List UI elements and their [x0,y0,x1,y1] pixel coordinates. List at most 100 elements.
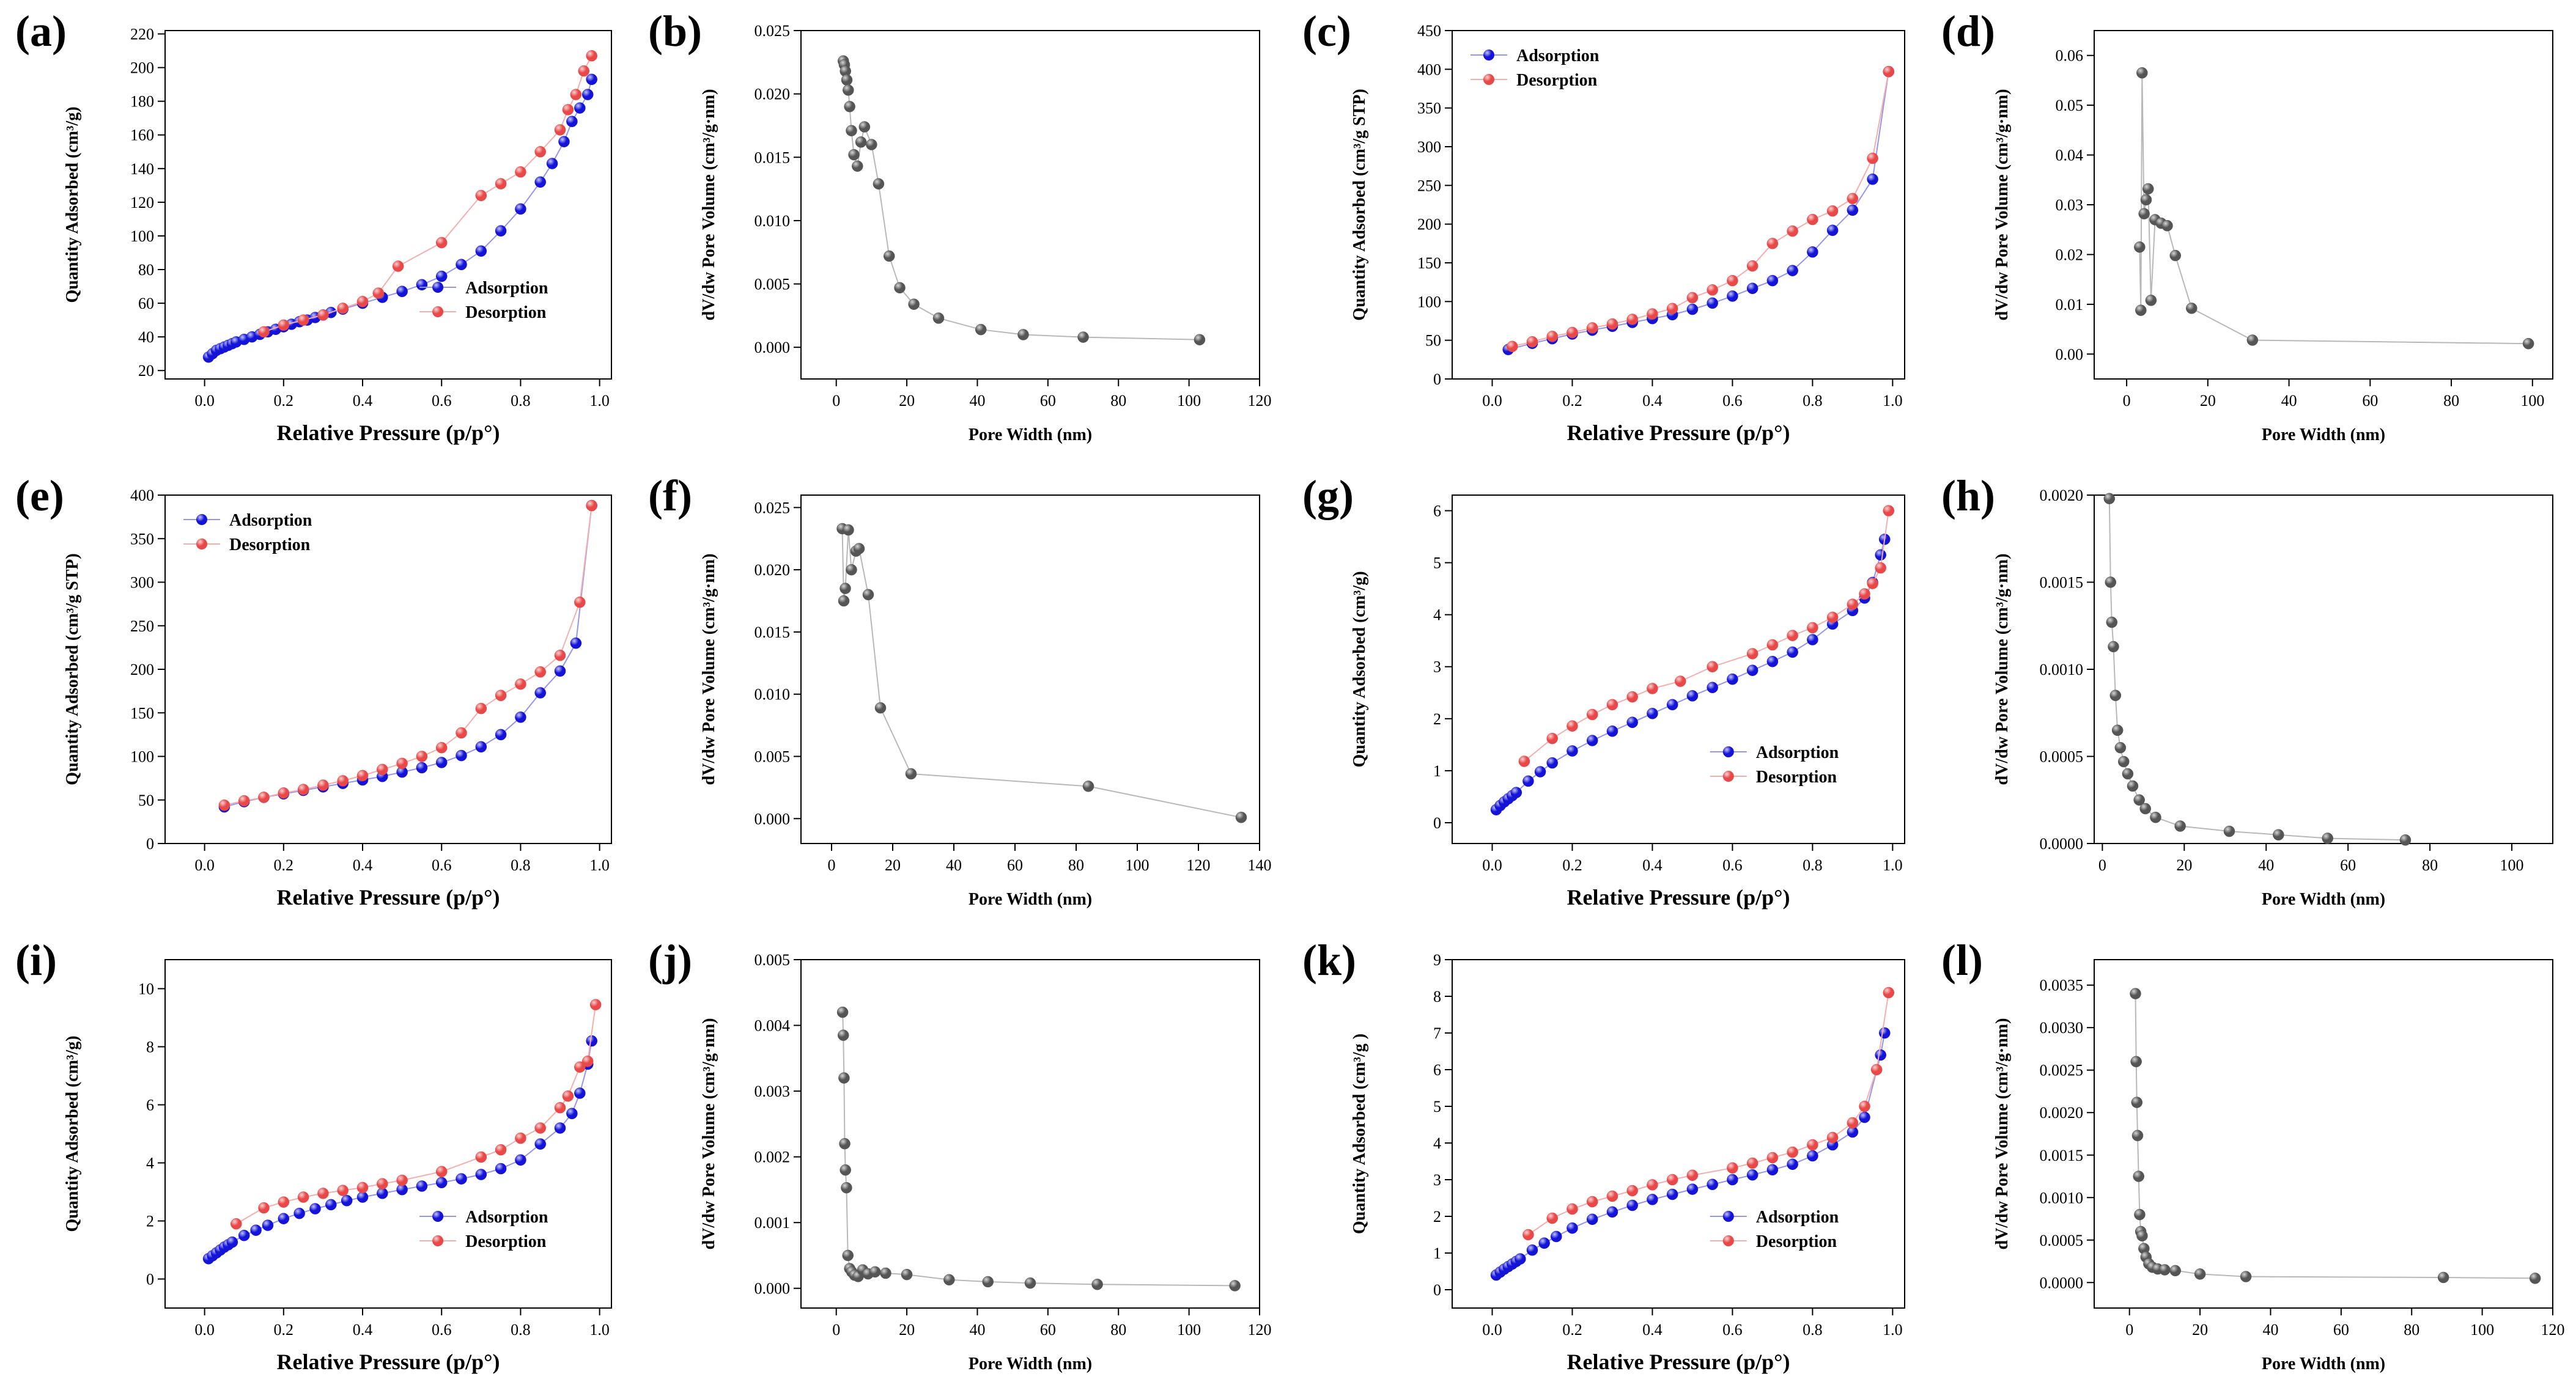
data-point [883,250,895,262]
data-point [839,1138,851,1150]
data-point [1647,1194,1658,1205]
y-tick-label: 20 [138,362,154,380]
legend-label: Desorption [1516,71,1598,90]
data-point [1766,1164,1779,1176]
y-tick-label: 0.004 [755,1017,791,1035]
data-point [1826,1131,1839,1144]
x-tick-label: 40 [969,392,985,410]
data-point [842,1249,854,1262]
series-line-pore [2139,73,2529,345]
x-tick-label: 0.4 [353,856,373,874]
y-tick-label: 0.02 [2056,246,2084,263]
isotherm-chart: 0.0 0.2 0.4 0.6 0.8 1.0 0 50 100 150 200 250 300 350 4… [1350,22,1905,445]
data-point [1746,1157,1759,1169]
data-point [475,189,487,202]
data-point [862,589,874,601]
x-axis-title: Pore Width (nm) [2262,425,2385,444]
data-point [317,779,329,791]
y-tick-label: 0.03 [2056,196,2084,214]
data-point [218,799,231,811]
data-point [2140,194,2152,206]
data-point [534,666,546,678]
y-tick-label: 0.015 [755,623,791,641]
legend-marker [1722,1211,1734,1222]
data-point [1879,1027,1891,1039]
x-tick-label: 100 [2500,856,2524,874]
x-tick-label: 0.8 [1803,856,1823,874]
y-tick-label: 8 [1433,988,1441,1005]
data-point [495,225,507,237]
data-point [1567,326,1578,339]
y-tick-label: 50 [138,792,154,809]
data-point [515,1154,526,1166]
data-point [1766,1152,1779,1164]
data-point [377,1178,388,1189]
data-point [1567,745,1578,757]
data-point [1883,987,1895,999]
x-axis-title: Relative Pressure (p/p°) [276,421,500,445]
data-point [843,524,854,536]
y-tick-label: 0.06 [2056,47,2084,65]
data-point [297,1191,309,1203]
y-tick-label: 1 [1433,762,1441,780]
data-point [1522,775,1534,787]
data-point [1194,334,1206,345]
data-point [554,665,566,677]
data-point [581,89,594,100]
data-point [1787,1158,1798,1171]
x-tick-label: 0 [832,392,840,410]
x-tick-label: 0.0 [194,856,215,874]
data-point [392,260,404,272]
y-tick-label: 0.01 [2056,296,2084,314]
series-line-pore [842,1012,1235,1287]
data-point [1847,598,1859,610]
x-tick-label: 0.6 [1722,1321,1743,1339]
data-point [578,65,590,77]
y-tick-label: 0 [146,1271,154,1288]
data-point [2399,834,2412,846]
data-point [1746,1169,1759,1181]
x-tick-label: 1.0 [589,1321,610,1339]
y-tick-label: 0.0015 [2040,574,2084,592]
x-tick-label: 120 [1248,392,1272,410]
data-point [258,326,270,338]
data-point [2122,768,2134,780]
x-tick-label: 0.2 [1562,1321,1582,1339]
plot-frame [1452,30,1905,380]
panel-label: (b) [648,7,702,56]
x-tick-label: 0.0 [194,1321,215,1339]
series-line-pore [2108,498,2405,841]
data-point [1626,1185,1638,1197]
data-point [515,678,526,690]
data-point [1586,1196,1598,1208]
y-tick-label: 0.005 [755,748,791,766]
pore-distribution-chart: 0 20 40 60 80 100 0.0000 0.0005 0.0010 0.0015 0.00… [1993,487,2553,909]
data-point [1626,716,1638,729]
legend-label: Adsorption [465,279,548,298]
x-tick-label: 1.0 [1883,1321,1903,1339]
y-tick-label: 0 [1433,814,1441,832]
data-point [396,757,408,770]
data-point [844,101,855,112]
y-tick-label: 160 [130,127,154,144]
plot-frame [2094,959,2553,1309]
data-point [1647,708,1658,719]
x-tick-label: 0.6 [432,856,452,874]
x-axis-title: Pore Width (nm) [2262,1354,2385,1373]
data-point [372,287,385,299]
data-point [2117,755,2130,768]
y-tick-label: 0.00 [2056,345,2084,363]
y-tick-label: 200 [1417,216,1441,233]
data-point [1686,1183,1699,1195]
x-tick-label: 20 [2200,392,2216,410]
y-tick-label: 1 [1433,1244,1441,1262]
x-tick-label: 0.6 [1722,856,1743,874]
data-point [456,727,467,739]
data-point [1746,282,1759,295]
data-point [1787,265,1798,276]
data-point [1510,787,1522,798]
x-tick-label: 0 [828,856,836,874]
x-tick-label: 0.0 [194,392,215,410]
data-point [1859,588,1870,600]
data-point [2145,295,2157,306]
